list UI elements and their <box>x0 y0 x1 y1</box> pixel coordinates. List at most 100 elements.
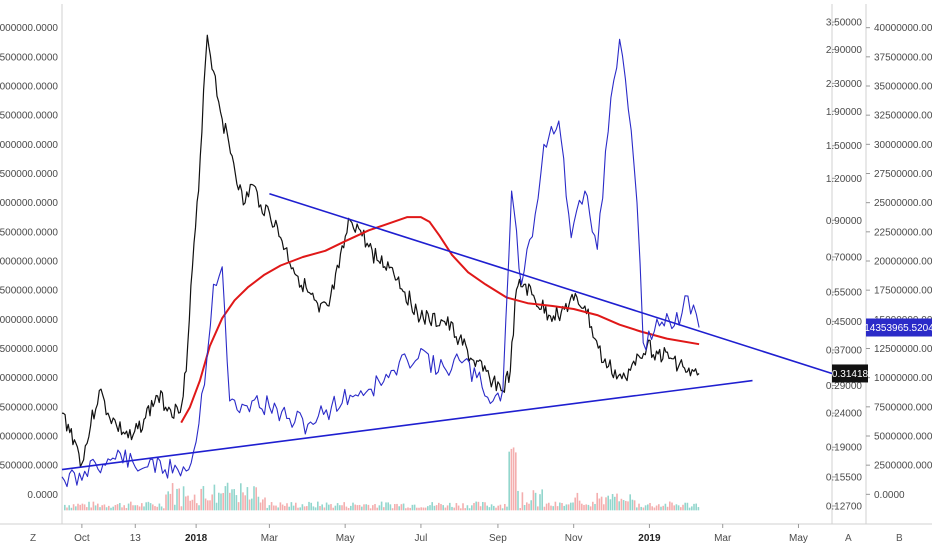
volume-bar <box>682 504 684 511</box>
volume-bar <box>358 504 361 511</box>
volume-bar <box>88 501 90 511</box>
volume-bar <box>169 493 172 511</box>
volume-bar <box>72 504 75 511</box>
volume-bar <box>653 507 656 511</box>
volume-bar <box>108 505 110 511</box>
volume-bar <box>592 501 594 511</box>
volume-bar <box>314 507 317 511</box>
volume-bar <box>308 501 310 511</box>
volume-bar <box>583 504 585 511</box>
volume-bar <box>66 507 68 511</box>
volume-bar <box>176 488 178 511</box>
auto-scale-button[interactable]: A <box>845 533 852 544</box>
volume-bar <box>460 508 462 511</box>
volume-bar <box>688 507 691 511</box>
volume-bar <box>620 498 623 511</box>
right-axis-tick-label: 2500000.0000 <box>874 461 932 472</box>
price-axis-tick-label: 1.90000 <box>826 107 863 118</box>
left-axis-tick-label: 25000000.0000 <box>0 198 58 209</box>
volume-bar <box>211 494 213 511</box>
volume-bar <box>141 503 143 511</box>
price-axis-tick-label: 0.15500 <box>826 472 863 483</box>
time-axis-tick-label: 13 <box>130 533 142 544</box>
volume-bar <box>471 505 473 511</box>
volume-bar <box>627 501 629 511</box>
volume-bar <box>600 496 603 511</box>
volume-bar <box>561 503 563 511</box>
volume-bar <box>354 504 356 511</box>
right-axis-tick-label: 5000000.0000 <box>874 432 932 443</box>
volume-bar <box>125 507 128 511</box>
volume-bar <box>310 502 312 511</box>
volume-bar <box>189 500 191 511</box>
volume-bar <box>486 505 488 511</box>
volume-bar <box>543 506 546 511</box>
price-axis-tick-label: 0.29000 <box>826 381 863 392</box>
volume-bar <box>264 497 266 511</box>
volume-bar <box>152 504 154 511</box>
time-axis-ticks: Oct 13 2018 Mar May Jul Sep Nov 2019 Mar May <box>74 524 808 544</box>
left-axis-tick-label: 30000000.0000 <box>0 140 58 151</box>
volume-bar <box>90 507 92 511</box>
volume-bar <box>341 505 343 511</box>
volume-bar <box>385 502 387 511</box>
volume-bar <box>541 489 543 511</box>
corner-controls: Z A B <box>30 533 903 544</box>
volume-bar <box>530 500 532 511</box>
volume-bar <box>226 482 229 511</box>
volume-bar <box>479 506 482 511</box>
right-axis-tick-label: 37500000.0000 <box>874 52 932 63</box>
volume-bar <box>213 484 216 511</box>
volume-bar <box>163 508 165 511</box>
volume-bar <box>143 506 145 511</box>
volume-bar <box>356 505 359 511</box>
volume-bar <box>658 504 660 511</box>
volume-bar <box>616 493 618 511</box>
volume-bar <box>253 486 255 511</box>
volume-bar <box>578 500 581 511</box>
volume-bar <box>222 492 224 511</box>
volume-bar <box>116 504 119 511</box>
volume-bar <box>464 508 466 511</box>
volume-bar <box>636 507 638 511</box>
left-axis-tick-label: 22500000.0000 <box>0 227 58 238</box>
time-axis-tick-label: Oct <box>74 533 90 544</box>
volume-bar <box>642 507 645 511</box>
volume-bar <box>79 504 81 511</box>
volume-bar <box>198 505 200 511</box>
series-price <box>61 34 700 468</box>
volume-bar <box>83 504 86 511</box>
volume-bar <box>644 505 647 511</box>
time-axis-tick-label: May <box>336 533 355 544</box>
series-moving-average <box>180 216 700 424</box>
axis-b-button[interactable]: B <box>896 533 903 544</box>
left-axis-tick-label: 27500000.0000 <box>0 169 58 180</box>
series-indicator <box>61 38 700 488</box>
volume-bar <box>444 507 447 511</box>
plot-frame <box>0 4 932 525</box>
volume-bar <box>378 505 381 511</box>
volume-bar <box>248 499 251 511</box>
volume-bar <box>70 507 73 511</box>
volume-bar <box>466 505 469 511</box>
volume-bar <box>68 505 70 511</box>
volume-bar <box>365 504 367 511</box>
volume-bar <box>528 503 530 511</box>
volume-bar <box>431 502 433 511</box>
left-axis-tick-label: 35000000.0000 <box>0 82 58 93</box>
volume-bar <box>77 503 79 511</box>
volume-bar <box>433 505 436 511</box>
volume-bar <box>539 494 541 511</box>
volume-bar <box>429 505 431 511</box>
volume-bar <box>413 504 416 511</box>
volume-bar <box>523 504 526 511</box>
volume-bar <box>506 506 508 511</box>
zoom-corner-button[interactable]: Z <box>30 533 36 544</box>
volume-bar <box>691 506 693 511</box>
volume-bar <box>490 504 493 511</box>
volume-bar <box>301 504 304 511</box>
volume-bar <box>407 507 409 511</box>
volume-bar <box>519 508 521 511</box>
volume-bar <box>596 492 598 511</box>
